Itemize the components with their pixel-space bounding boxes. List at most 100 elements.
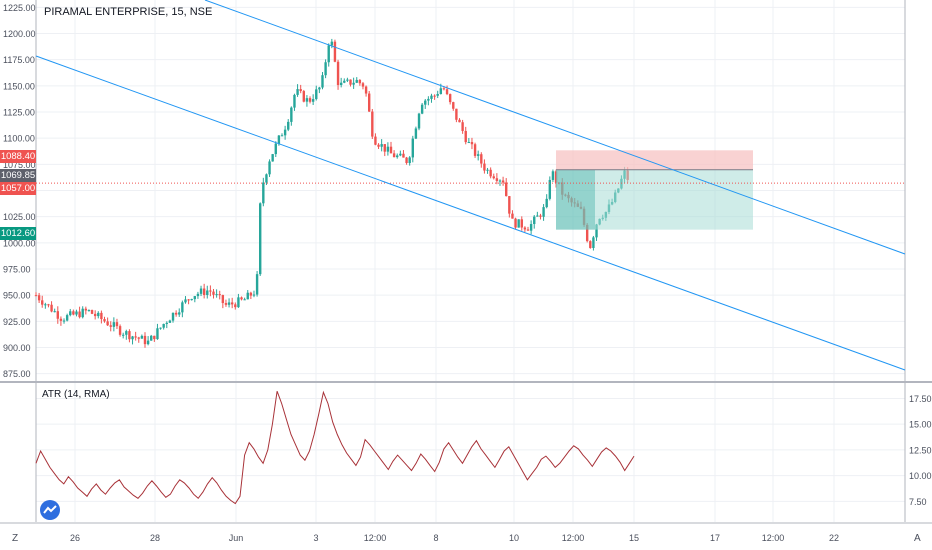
- candle-body: [346, 79, 349, 81]
- candle-body: [234, 304, 237, 308]
- candle-body: [125, 331, 128, 335]
- candle-body: [140, 335, 144, 339]
- atr-y-tick-label: 7.50: [909, 497, 927, 507]
- candle-body: [430, 95, 433, 99]
- candle-body: [44, 304, 47, 306]
- candle-body: [396, 155, 399, 158]
- candle-body: [551, 171, 555, 180]
- y-tick-label: 975.00: [3, 265, 31, 275]
- candle-body: [106, 321, 109, 326]
- candle-body: [72, 311, 75, 315]
- candle-body: [274, 143, 277, 155]
- candle-body: [548, 179, 552, 199]
- channel-lower-line: [35, 55, 906, 371]
- target-price-label: 1012.60: [0, 227, 36, 240]
- candle-body: [505, 182, 508, 197]
- x-tick-label: 3: [313, 533, 318, 543]
- candle-body: [209, 290, 212, 292]
- profit-target-zone: [556, 169, 753, 230]
- candle-body: [336, 61, 340, 86]
- zoom-corner-button[interactable]: Z: [12, 533, 19, 544]
- candle-body: [545, 198, 548, 208]
- candle-body: [495, 178, 499, 181]
- candle-body: [62, 320, 66, 322]
- candle-body: [327, 45, 330, 63]
- candle-body: [339, 82, 343, 86]
- candle-body: [65, 315, 69, 321]
- atr-series-line: [35, 390, 635, 505]
- candle-body: [529, 224, 533, 231]
- candle-body: [405, 157, 408, 164]
- atr-y-tick-label: 17.50: [909, 394, 932, 404]
- candle-body: [473, 144, 477, 156]
- candle-body: [461, 122, 464, 131]
- candles: [34, 38, 629, 348]
- candle-body: [90, 310, 94, 314]
- candle-body: [436, 93, 439, 96]
- current-price-label: 1057.00: [0, 182, 36, 195]
- x-tick-label: 10: [509, 533, 519, 543]
- candle-body: [100, 312, 103, 320]
- candle-body: [221, 295, 225, 304]
- atr-indicator-title: ATR (14, RMA): [42, 389, 110, 400]
- candle-body: [227, 302, 231, 305]
- candle-body: [69, 311, 72, 316]
- candle-body: [212, 291, 215, 295]
- y-tick-label: 1175.00: [3, 55, 35, 65]
- candle-body: [589, 241, 592, 248]
- candle-body: [333, 41, 337, 62]
- candle-body: [156, 328, 159, 340]
- candle-body: [37, 295, 41, 301]
- candle-body: [374, 136, 377, 145]
- candle-body: [492, 176, 495, 179]
- candle-body: [315, 89, 318, 100]
- candle-body: [230, 302, 234, 305]
- candle-body: [206, 290, 209, 295]
- candle-body: [121, 334, 125, 336]
- candle-body: [115, 322, 119, 327]
- tradingview-logo-icon[interactable]: [40, 500, 60, 520]
- candle-body: [283, 129, 287, 136]
- candle-body: [308, 98, 312, 102]
- candle-body: [199, 288, 203, 294]
- candle-body: [296, 89, 299, 95]
- candle-body: [501, 180, 505, 183]
- auto-scale-button[interactable]: A: [914, 533, 921, 544]
- candle-body: [526, 229, 530, 231]
- candle-body: [536, 215, 539, 217]
- x-tick-label: 15: [629, 533, 639, 543]
- candle-body: [480, 154, 483, 164]
- x-tick-label: 12:00: [364, 533, 387, 543]
- candle-body: [146, 340, 150, 345]
- candle-body: [383, 144, 386, 152]
- y-tick-label: 1125.00: [3, 107, 35, 117]
- candle-body: [402, 153, 405, 158]
- candle-body: [246, 292, 249, 300]
- x-tick-label: 8: [433, 533, 438, 543]
- candle-body: [202, 288, 206, 295]
- candle-body: [103, 319, 106, 322]
- candle-body: [184, 299, 187, 303]
- y-tick-label: 925.00: [3, 317, 31, 327]
- candle-body: [330, 41, 334, 46]
- candle-body: [271, 154, 274, 162]
- candle-body: [78, 311, 81, 318]
- candle-body: [174, 312, 178, 315]
- x-tick-label: 12:00: [562, 533, 585, 543]
- candle-body: [87, 310, 91, 312]
- candle-body: [389, 146, 393, 154]
- candle-body: [302, 91, 306, 102]
- candle-body: [97, 312, 100, 317]
- candle-body: [445, 89, 449, 95]
- candle-body: [290, 107, 293, 122]
- candle-body: [464, 130, 467, 143]
- candle-body: [268, 161, 271, 175]
- atr-y-tick-label: 12.50: [909, 445, 932, 455]
- candle-body: [508, 196, 511, 214]
- candle-body: [178, 312, 181, 315]
- candle-body: [439, 88, 443, 94]
- candle-body: [467, 142, 471, 144]
- candle-body: [349, 79, 352, 85]
- candle-body: [343, 80, 346, 83]
